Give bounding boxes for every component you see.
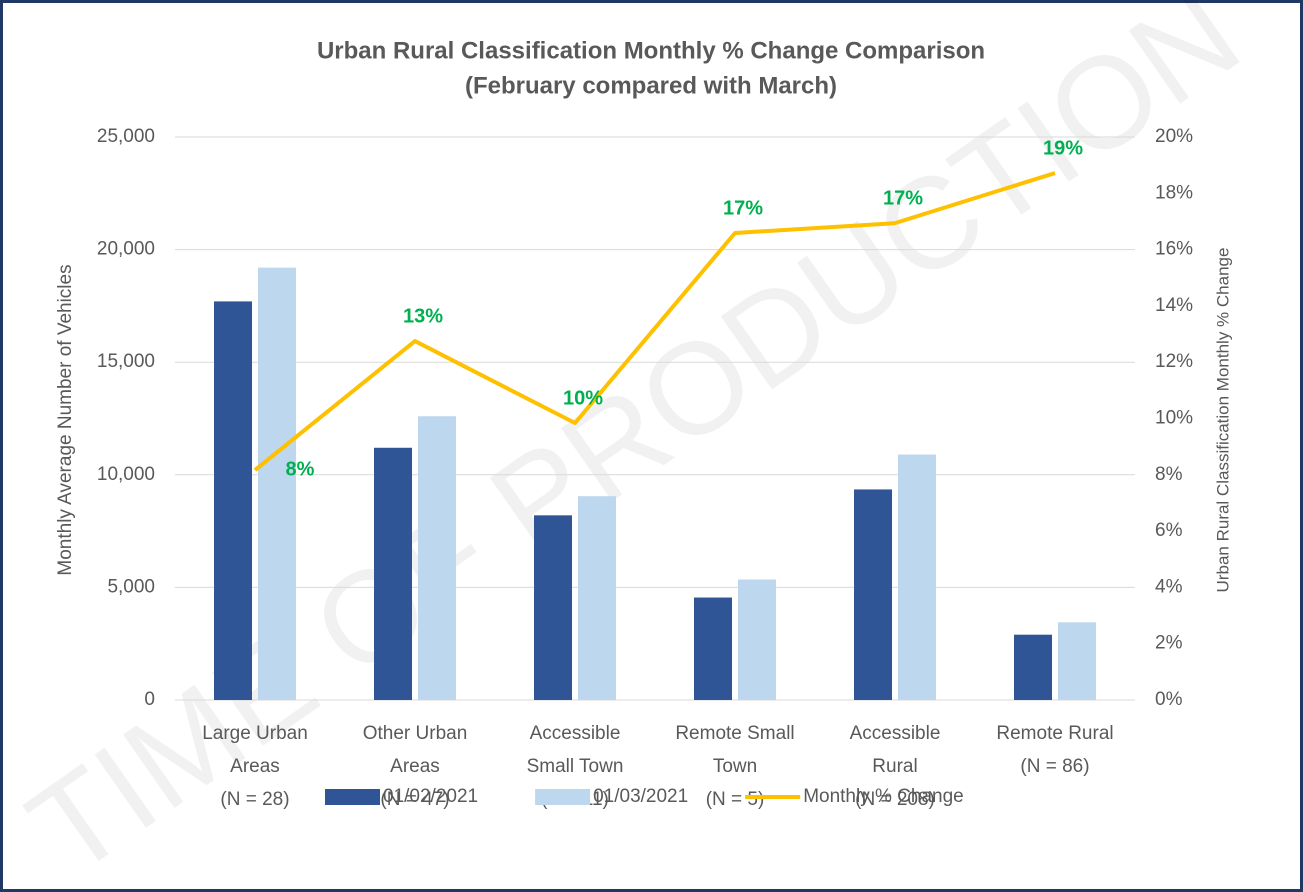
legend-swatch xyxy=(535,789,591,805)
bar xyxy=(214,301,252,700)
x-tick-label: Small Town xyxy=(527,756,624,777)
bar xyxy=(418,416,456,700)
y-tick-label: 15,000 xyxy=(97,351,155,372)
legend-swatch xyxy=(325,789,380,805)
y2-tick-label: 20% xyxy=(1155,126,1193,147)
chart-title: Urban Rural Classification Monthly % Cha… xyxy=(317,37,985,64)
bar xyxy=(258,267,296,700)
y2-tick-label: 18% xyxy=(1155,182,1193,203)
y-tick-label: 25,000 xyxy=(97,126,155,147)
legend-label: 01/02/2021 xyxy=(383,786,478,807)
bar xyxy=(898,454,936,700)
x-tick-label: Town xyxy=(713,756,757,777)
bar xyxy=(854,489,892,700)
x-tick-label: Remote Rural xyxy=(996,723,1113,744)
y-tick-label: 10,000 xyxy=(97,464,155,485)
bar xyxy=(534,515,572,700)
x-tick-label: (N = 47) xyxy=(380,789,449,810)
x-tick-label: Accessible xyxy=(850,723,941,744)
y-tick-label: 0 xyxy=(144,689,155,710)
y2-tick-label: 6% xyxy=(1155,520,1183,541)
y2-tick-label: 10% xyxy=(1155,408,1193,429)
legend-label: 01/03/2021 xyxy=(593,786,688,807)
y2-tick-label: 0% xyxy=(1155,689,1183,710)
data-label: 8% xyxy=(286,458,315,480)
y2-axis-title: Urban Rural Classification Monthly % Cha… xyxy=(1213,248,1232,593)
bar xyxy=(694,597,732,700)
chart-subtitle: (February compared with March) xyxy=(465,72,837,99)
legend-label: Monthly % Change xyxy=(803,786,964,807)
x-tick-label: (N = 86) xyxy=(1020,756,1089,777)
x-tick-label: Remote Small xyxy=(675,723,794,744)
data-label: 13% xyxy=(403,305,443,327)
x-tick-label: (N = 208) xyxy=(855,789,935,810)
data-label: 17% xyxy=(723,197,763,219)
x-tick-label: Rural xyxy=(872,756,917,777)
bar xyxy=(578,496,616,700)
bar xyxy=(1058,622,1096,700)
x-tick-label: (N = 28) xyxy=(220,789,289,810)
line xyxy=(253,171,1056,472)
data-label: 17% xyxy=(883,187,923,209)
y-tick-label: 20,000 xyxy=(97,239,155,260)
data-label: 10% xyxy=(563,387,603,409)
y-axis-title: Monthly Average Number of Vehicles xyxy=(55,264,76,575)
y2-tick-label: 14% xyxy=(1155,295,1193,316)
x-tick-label: Large Urban xyxy=(202,723,308,744)
y2-tick-label: 16% xyxy=(1155,239,1193,260)
y2-tick-label: 4% xyxy=(1155,576,1183,597)
data-label: 19% xyxy=(1043,137,1083,159)
x-tick-label: Other Urban xyxy=(363,723,468,744)
bar xyxy=(374,447,412,700)
x-tick-label: Accessible xyxy=(530,723,621,744)
y2-tick-label: 8% xyxy=(1155,464,1183,485)
y2-tick-label: 2% xyxy=(1155,633,1183,654)
bar xyxy=(1014,634,1052,700)
x-tick-label: Areas xyxy=(390,756,440,777)
x-tick-label: Areas xyxy=(230,756,280,777)
y-tick-label: 5,000 xyxy=(107,576,155,597)
x-tick-label: (N = 5) xyxy=(706,789,765,810)
bar xyxy=(738,579,776,700)
y2-tick-label: 12% xyxy=(1155,351,1193,372)
